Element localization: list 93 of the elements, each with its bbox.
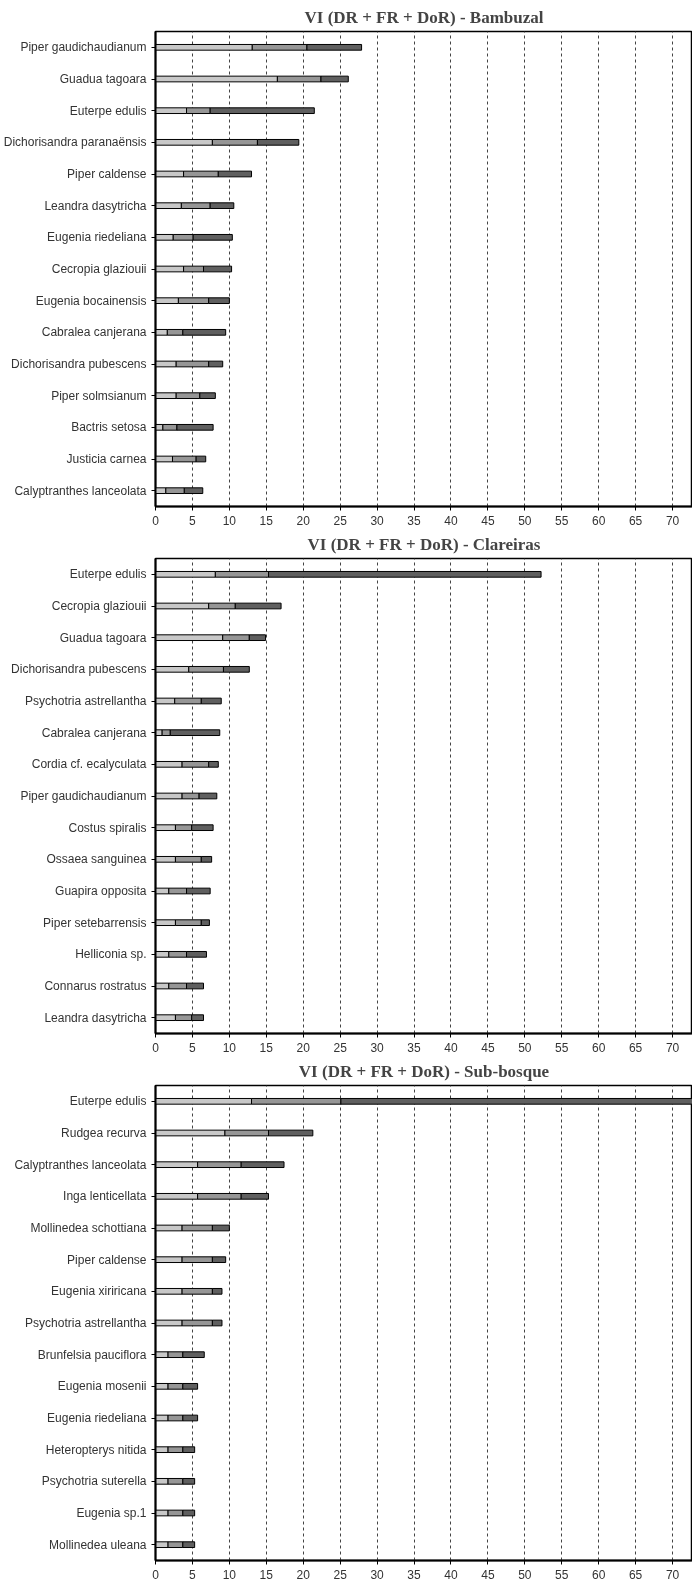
y-tick-label: Eugenia riedeliana <box>47 1411 147 1425</box>
y-tick-label: Costus spiralis <box>68 820 147 835</box>
y-tick-label: Bactris setosa <box>71 420 147 435</box>
x-tick-label: 40 <box>444 1567 458 1581</box>
y-tick-label: Eugenia xiriricana <box>51 1284 147 1299</box>
x-tick-label: 40 <box>444 1040 458 1055</box>
x-tick-label: 0 <box>152 513 160 528</box>
x-tick-label: 60 <box>592 513 606 528</box>
x-tick-label: 20 <box>296 513 311 528</box>
y-tick-label: Leandra dasytricha <box>44 1010 147 1025</box>
x-tick-label: 60 <box>592 1567 606 1581</box>
chart-title: VI (DR + FR + DoR) - Sub-bosque <box>298 1061 550 1081</box>
y-tick-label: Justicia carnea <box>66 452 147 466</box>
x-tick-label: 25 <box>333 513 348 528</box>
x-tick-label: 65 <box>628 513 643 528</box>
y-tick-label: Eugenia riedeliana <box>47 230 147 245</box>
y-tick-label: Brunfelsia pauciflora <box>37 1347 147 1362</box>
y-tick-label: Piper setebarrensis <box>43 915 147 930</box>
y-tick-label: Euterpe edulis <box>69 103 147 118</box>
x-tick-label: 55 <box>555 1567 569 1581</box>
x-tick-label: 50 <box>518 513 532 528</box>
y-tick-label: Euterpe edulis <box>69 1094 147 1109</box>
y-tick-label: Connarus rostratus <box>44 979 147 993</box>
y-tick-label: Mollinedea uleana <box>49 1537 147 1552</box>
x-tick-label: 25 <box>333 1040 348 1055</box>
y-tick-label: Calyptranthes lanceolata <box>14 483 147 498</box>
x-tick-label: 10 <box>222 1567 237 1581</box>
chart-title: VI (DR + FR + DoR) - Bambuzal <box>304 7 544 27</box>
y-tick-label: Psychotria astrellantha <box>25 694 147 708</box>
y-tick-label: Eugenia mosenii <box>57 1379 147 1394</box>
x-tick-label: 40 <box>444 513 458 528</box>
x-tick-label: 35 <box>407 513 422 528</box>
x-tick-label: 0 <box>152 1040 160 1055</box>
x-tick-label: 45 <box>481 1567 495 1581</box>
y-tick-label: Helliconia sp. <box>75 947 147 962</box>
x-tick-label: 70 <box>665 513 680 528</box>
x-tick-label: 55 <box>555 513 569 528</box>
x-tick-label: 25 <box>333 1567 348 1581</box>
x-tick-label: 30 <box>370 1040 385 1055</box>
x-tick-label: 5 <box>189 1567 197 1581</box>
x-tick-label: 35 <box>407 1567 422 1581</box>
y-tick-label: Piper gaudichaudianum <box>20 40 147 55</box>
x-tick-label: 50 <box>518 1040 532 1055</box>
y-tick-label: Guapira opposita <box>55 884 147 898</box>
y-tick-label: Cabralea canjerana <box>41 725 147 740</box>
x-tick-label: 65 <box>628 1040 643 1055</box>
x-tick-label: 30 <box>370 1567 385 1581</box>
y-tick-label: Euterpe edulis <box>69 567 147 582</box>
x-tick-label: 0 <box>152 1567 160 1581</box>
x-tick-label: 45 <box>481 1040 495 1055</box>
y-tick-label: Calyptranthes lanceolata <box>14 1157 147 1172</box>
y-tick-label: Mollinedea schottiana <box>30 1221 147 1235</box>
y-tick-label: Inga lenticellata <box>63 1189 147 1204</box>
y-tick-label: Heteropterys nitida <box>45 1442 147 1457</box>
x-tick-label: 15 <box>259 1567 274 1581</box>
y-tick-label: Cecropia glaziouii <box>51 599 147 613</box>
y-tick-label: Cordia cf. ecalyculata <box>31 757 147 772</box>
x-tick-label: 5 <box>189 513 197 528</box>
y-tick-label: Psychotria suterella <box>41 1474 147 1489</box>
x-tick-label: 65 <box>628 1567 643 1581</box>
y-tick-label: Piper caldense <box>67 167 147 181</box>
x-tick-label: 10 <box>222 1040 237 1055</box>
x-tick-label: 15 <box>259 513 274 528</box>
x-tick-label: 60 <box>592 1040 606 1055</box>
x-tick-label: 70 <box>665 1567 680 1581</box>
x-tick-label: 20 <box>296 1040 311 1055</box>
y-tick-label: Piper caldense <box>67 1252 147 1267</box>
x-tick-label: 50 <box>518 1567 532 1581</box>
y-tick-label: Piper solmsianum <box>51 388 147 403</box>
y-tick-label: Dichorisandra pubescens <box>11 662 147 677</box>
y-tick-label: Rudgea recurva <box>61 1126 147 1140</box>
x-tick-label: 10 <box>222 513 237 528</box>
x-tick-label: 35 <box>407 1040 422 1055</box>
y-tick-label: Dichorisandra paranaënsis <box>3 135 147 150</box>
y-tick-label: Guadua tagoara <box>59 72 147 86</box>
y-tick-label: Eugenia bocainensis <box>35 293 147 308</box>
x-tick-label: 15 <box>259 1040 274 1055</box>
y-tick-label: Psychotria astrellantha <box>25 1316 147 1330</box>
x-tick-label: 5 <box>189 1040 197 1055</box>
y-tick-label: Cabralea canjerana <box>41 325 147 340</box>
y-tick-label: Guadua tagoara <box>59 630 147 645</box>
y-tick-label: Dichorisandra pubescens <box>11 357 147 371</box>
y-tick-label: Eugenia sp.1 <box>76 1506 147 1520</box>
x-tick-label: 70 <box>665 1040 680 1055</box>
x-tick-label: 30 <box>370 513 385 528</box>
y-tick-label: Piper gaudichaudianum <box>20 789 147 803</box>
x-tick-label: 45 <box>481 513 495 528</box>
y-tick-label: Leandra dasytricha <box>44 198 147 213</box>
y-tick-label: Ossaea sanguinea <box>46 852 147 867</box>
x-tick-label: 20 <box>296 1567 311 1581</box>
y-tick-label: Cecropia glaziouii <box>51 262 147 276</box>
chart-title: VI (DR + FR + DoR) - Clareiras <box>307 534 541 554</box>
x-tick-label: 55 <box>555 1040 569 1055</box>
